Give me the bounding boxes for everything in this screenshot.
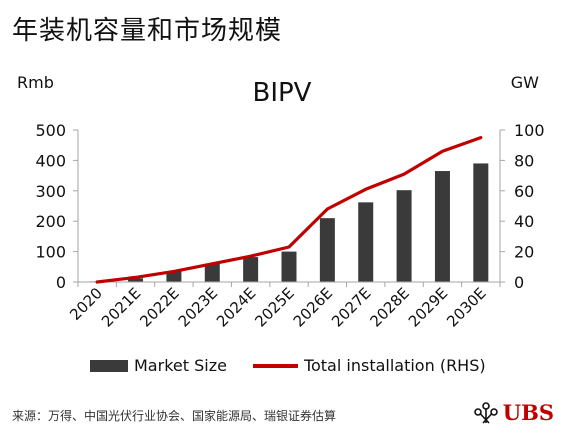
bar-market-size — [473, 163, 489, 282]
x-axis-category-label: 2028E — [366, 284, 412, 330]
left-axis-unit: Rmb — [17, 73, 54, 92]
bar-market-size — [358, 202, 374, 282]
ubs-logo: UBS — [473, 400, 554, 425]
logo-text: UBS — [502, 400, 554, 425]
left-axis-tick-label: 400 — [35, 151, 66, 170]
right-axis-tick-label: 80 — [514, 151, 534, 170]
x-axis-category-label: 2030E — [443, 284, 489, 330]
legend-swatch-market-size — [90, 359, 128, 372]
left-axis-tick-label: 0 — [56, 273, 66, 292]
bar-market-size — [281, 251, 297, 282]
left-axis-tick-label: 100 — [35, 243, 66, 262]
right-axis-tick-label: 60 — [514, 182, 534, 201]
right-axis-unit: GW — [510, 73, 539, 92]
bar-market-size — [204, 263, 220, 282]
right-axis-tick-label: 40 — [514, 212, 534, 231]
x-axis-category-label: 2024E — [213, 284, 259, 330]
legend: Market Size Total installation (RHS) — [90, 356, 486, 375]
x-axis-category-label: 2025E — [251, 284, 297, 330]
bar-market-size — [243, 257, 259, 282]
legend-swatch-total-installation — [252, 363, 298, 368]
left-axis-tick-label: 200 — [35, 212, 66, 231]
legend-label-market-size: Market Size — [134, 356, 227, 375]
right-axis-tick-label: 20 — [514, 243, 534, 262]
x-axis-category-label: 2021E — [98, 284, 144, 330]
x-axis-category-label: 2027E — [328, 284, 374, 330]
chart-title: BIPV — [252, 78, 312, 108]
right-axis-tick-label: 0 — [514, 273, 524, 292]
x-axis-category-label: 2022E — [136, 284, 182, 330]
bar-market-size — [434, 171, 450, 282]
figure-heading: 年装机容量和市场规模 — [12, 16, 283, 46]
x-axis-category-label: 2026E — [290, 284, 336, 330]
left-axis-tick-label: 300 — [35, 182, 66, 201]
right-axis-tick-label: 100 — [514, 121, 545, 140]
bar-market-size — [128, 278, 144, 282]
source-note: 来源：万得、中国光伏行业协会、国家能源局、瑞银证券估算 — [12, 409, 337, 423]
bar-market-size — [396, 190, 412, 282]
left-axis-tick-label: 500 — [35, 121, 66, 140]
keys-icon — [473, 401, 498, 424]
legend-label-total-installation: Total installation (RHS) — [303, 356, 486, 375]
line-total-installation — [95, 136, 483, 284]
x-axis-category-label: 2023E — [175, 284, 221, 330]
x-axis-category-label: 2029E — [405, 284, 451, 330]
bar-market-size — [319, 218, 335, 282]
bar-market-size — [166, 271, 182, 282]
